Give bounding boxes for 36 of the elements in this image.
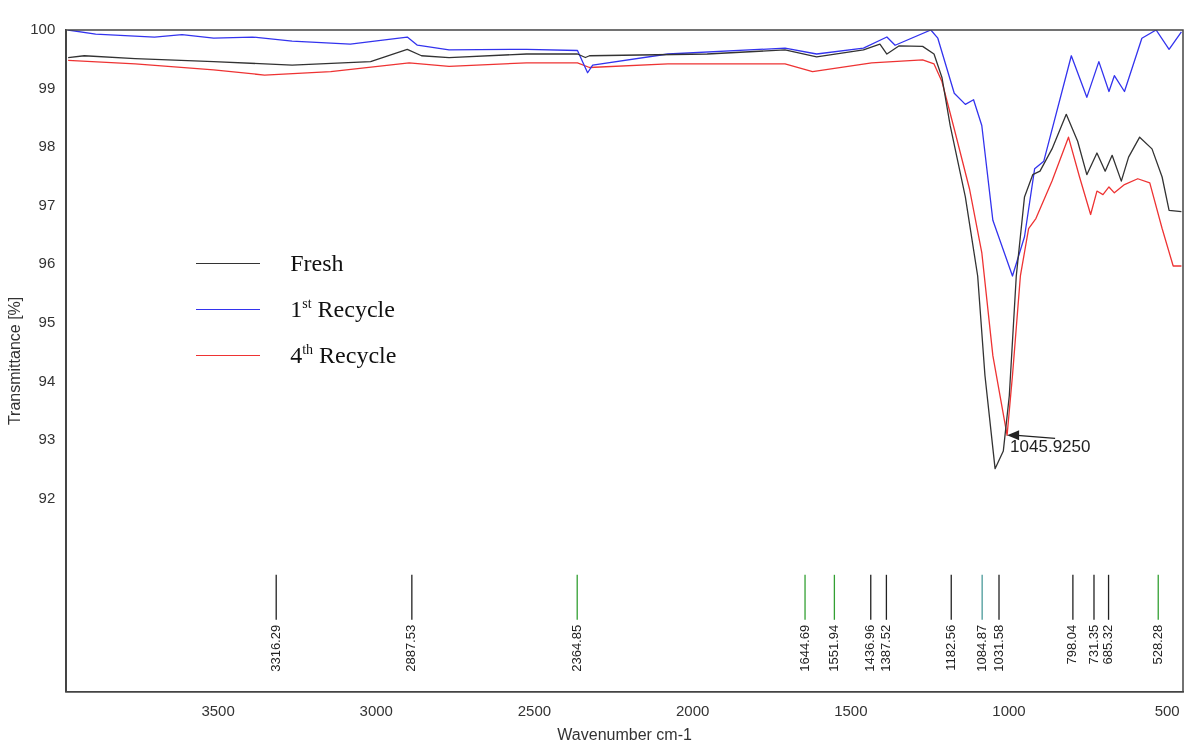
ref-line-label: 1031.58 (990, 624, 1006, 672)
ref-line-label: 1182.56 (942, 624, 958, 671)
y-tick-label: 99 (38, 78, 56, 96)
annotation: 1045.9250 (1010, 437, 1091, 457)
y-tick-label: 94 (38, 371, 56, 389)
ref-line-label: 2364.85 (568, 624, 584, 672)
ref-line-label: 1084.87 (973, 624, 989, 672)
ref-line-label: 2887.53 (403, 624, 419, 672)
y-tick-label: 95 (38, 312, 56, 330)
x-tick-label: 1500 (834, 701, 868, 719)
y-tick-label: 100 (30, 20, 56, 38)
y-tick-label: 93 (38, 430, 56, 448)
ref-line-label: 798.04 (1064, 624, 1080, 665)
y-tick-label: 97 (38, 195, 56, 213)
legend-label: Fresh (290, 250, 344, 278)
x-tick-label: 500 (1154, 701, 1180, 719)
ref-line-label: 685.32 (1100, 624, 1116, 665)
x-tick-label: 2500 (517, 701, 552, 719)
ref-line-label: 3316.29 (267, 624, 283, 672)
x-axis-title: Wavenumber cm-1 (557, 725, 692, 743)
ref-line-label: 1551.94 (825, 624, 841, 672)
x-tick-label: 2000 (675, 701, 710, 719)
ref-line-label: 1436.96 (862, 624, 878, 672)
y-tick-label: 98 (38, 137, 56, 155)
x-tick-label: 3500 (201, 701, 235, 719)
y-axis-title: Transmittance [%] (6, 296, 24, 426)
legend-label: 1$^{st}$ Recycle (290, 296, 395, 324)
legend-label: 4$^{th}$ Recycle (290, 342, 397, 370)
ref-line-label: 1644.69 (796, 624, 812, 672)
ref-line-label: 528.28 (1149, 624, 1165, 665)
y-tick-label: 96 (38, 254, 56, 272)
x-tick-label: 3000 (359, 701, 393, 719)
y-tick-label: 92 (38, 488, 56, 506)
ref-line-label: 731.35 (1085, 624, 1101, 665)
ref-line-label: 1387.52 (877, 624, 893, 672)
x-tick-label: 1000 (992, 701, 1026, 719)
